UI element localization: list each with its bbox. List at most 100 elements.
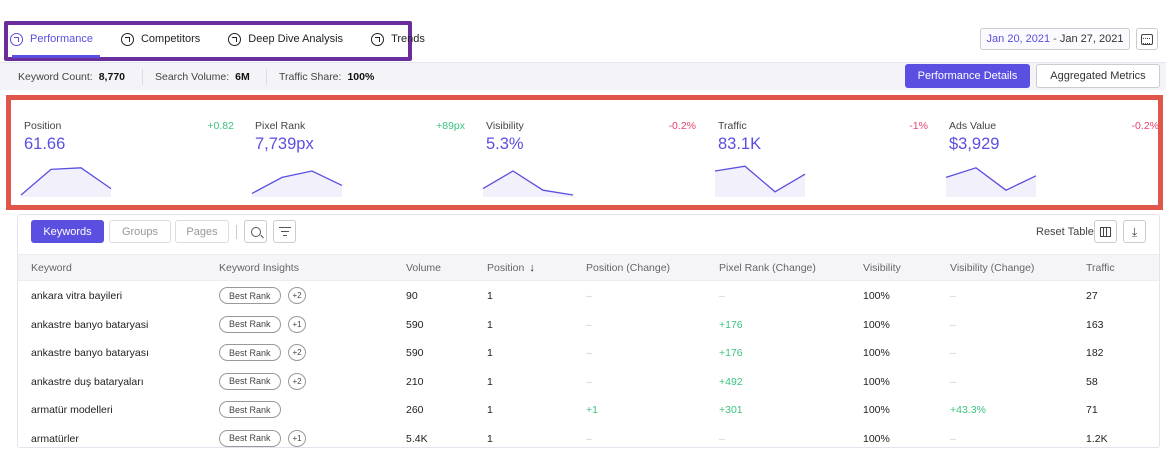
segment-groups[interactable]: Groups — [109, 220, 171, 243]
stat-label: Keyword Count: — [18, 71, 93, 83]
calendar-button[interactable] — [1136, 28, 1158, 50]
cell-visibility: 100% — [863, 319, 890, 331]
columns-icon — [1100, 227, 1111, 237]
best-rank-badge[interactable]: Best Rank — [219, 373, 281, 390]
cell-keyword[interactable]: ankara vitra bayileri — [31, 290, 122, 302]
column-header-keyword[interactable]: Keyword — [31, 262, 72, 274]
segment-pages[interactable]: Pages — [175, 220, 229, 243]
segment-keywords[interactable]: Keywords — [31, 220, 104, 243]
best-rank-badge[interactable]: Best Rank — [219, 316, 281, 333]
cell-traffic: 1.2K — [1086, 433, 1108, 445]
search-button[interactable] — [244, 220, 267, 243]
cell-keyword[interactable]: ankastre banyo bataryasi — [31, 319, 148, 331]
sparkline-area — [21, 168, 111, 197]
tab-trends[interactable]: Trends — [371, 27, 435, 51]
performance-details-button[interactable]: Performance Details — [905, 64, 1030, 88]
more-insights-badge[interactable]: +1 — [288, 430, 306, 447]
more-insights-badge[interactable]: +2 — [288, 373, 306, 390]
metric-pixel-rank[interactable]: Pixel Rank +89px 7,739px — [255, 120, 465, 200]
magnifier-analysis-icon — [228, 33, 241, 46]
sparkline — [480, 157, 576, 197]
metric-value: 61.66 — [24, 135, 65, 154]
column-header-position-change[interactable]: Position (Change) — [586, 262, 670, 274]
stat-label: Traffic Share: — [279, 71, 341, 83]
column-header-keyword-insights[interactable]: Keyword Insights — [219, 262, 299, 274]
cell-volume: 260 — [406, 404, 424, 416]
metric-value: $3,929 — [949, 135, 999, 154]
cell-volume: 210 — [406, 376, 424, 388]
cell-visibility: 100% — [863, 376, 890, 388]
metric-position[interactable]: Position +0.82 61.66 — [24, 120, 234, 200]
cell-position-change: – — [586, 376, 592, 388]
tab-label: Performance — [30, 33, 93, 45]
stat-label: Search Volume: — [155, 71, 229, 83]
cell-traffic: 71 — [1086, 404, 1098, 416]
metric-traffic[interactable]: Traffic -1% 83.1K — [718, 120, 928, 200]
metric-visibility[interactable]: Visibility -0.2% 5.3% — [486, 120, 696, 200]
stat-traffic-share: Traffic Share: 100% — [279, 71, 374, 83]
cell-visibility: 100% — [863, 433, 890, 445]
download-button[interactable]: ⤓ — [1123, 220, 1146, 243]
date-range-picker[interactable]: Jan 20, 2021 - Jan 27, 2021 — [980, 28, 1130, 50]
cell-keyword[interactable]: ankastre banyo bataryası — [31, 347, 149, 359]
metric-change: -1% — [909, 120, 928, 132]
column-header-position[interactable]: Position↓ — [487, 262, 535, 274]
cell-keyword[interactable]: armatürler — [31, 433, 79, 445]
filter-icon — [279, 227, 291, 236]
best-rank-badge[interactable]: Best Rank — [219, 401, 281, 418]
cell-visibility: 100% — [863, 290, 890, 302]
cell-position: 1 — [487, 376, 493, 388]
more-insights-badge[interactable]: +1 — [288, 316, 306, 333]
date-start: Jan 20, 2021 — [987, 33, 1051, 45]
tab-label: Trends — [391, 33, 425, 45]
table-header: Keyword Keyword Insights Volume Position… — [18, 254, 1159, 281]
cell-position-change: – — [586, 290, 592, 302]
metric-name: Pixel Rank — [255, 120, 305, 132]
aggregated-metrics-button[interactable]: Aggregated Metrics — [1036, 64, 1160, 88]
tab-deep-dive-analysis[interactable]: Deep Dive Analysis — [228, 27, 353, 51]
column-header-visibility-change[interactable]: Visibility (Change) — [950, 262, 1034, 274]
more-insights-badge[interactable]: +2 — [288, 344, 306, 361]
best-rank-badge[interactable]: Best Rank — [219, 344, 281, 361]
active-tab-indicator — [12, 55, 100, 58]
stat-keyword-count: Keyword Count:8,770 — [18, 71, 125, 83]
cell-position: 1 — [487, 319, 493, 331]
column-header-pixel-rank-change[interactable]: Pixel Rank (Change) — [719, 262, 816, 274]
cell-position-change: – — [586, 433, 592, 445]
tab-competitors[interactable]: Competitors — [121, 27, 210, 51]
table-row[interactable]: ankastre duş bataryaları Best Rank +2 210 1 –… — [18, 368, 1159, 397]
tab-performance[interactable]: Performance — [10, 27, 103, 51]
best-rank-badge[interactable]: Best Rank — [219, 430, 281, 447]
stat-value: 6M — [235, 71, 250, 83]
cell-position-change: – — [586, 347, 592, 359]
sparkline — [249, 157, 345, 197]
metric-name: Ads Value — [949, 120, 996, 132]
column-header-traffic[interactable]: Traffic — [1086, 262, 1115, 274]
sort-down-icon: ↓ — [529, 262, 535, 274]
columns-button[interactable] — [1094, 220, 1117, 243]
filter-button[interactable] — [273, 220, 296, 243]
cell-keyword[interactable]: armatür modelleri — [31, 404, 113, 416]
metrics-highlight-frame: Position +0.82 61.66 Pixel Rank +89px 7,… — [6, 95, 1163, 210]
best-rank-badge[interactable]: Best Rank — [219, 287, 281, 304]
reset-table-button[interactable]: Reset Table — [1036, 226, 1094, 238]
column-header-volume[interactable]: Volume — [406, 262, 441, 274]
column-header-visibility[interactable]: Visibility — [863, 262, 901, 274]
sparkline-area — [252, 171, 342, 197]
download-icon: ⤓ — [1132, 226, 1137, 238]
cell-visibility-change: +43.3% — [950, 404, 986, 416]
metric-change: -0.2% — [669, 120, 696, 132]
cell-visibility: 100% — [863, 347, 890, 359]
metric-change: -0.2% — [1132, 120, 1159, 132]
metric-ads-value[interactable]: Ads Value -0.2% $3,929 — [949, 120, 1159, 200]
cell-keyword[interactable]: ankastre duş bataryaları — [31, 376, 144, 388]
metric-name: Position — [24, 120, 61, 132]
tab-label: Deep Dive Analysis — [248, 33, 343, 45]
more-insights-badge[interactable]: +2 — [288, 287, 306, 304]
stat-value: 100% — [347, 71, 374, 83]
